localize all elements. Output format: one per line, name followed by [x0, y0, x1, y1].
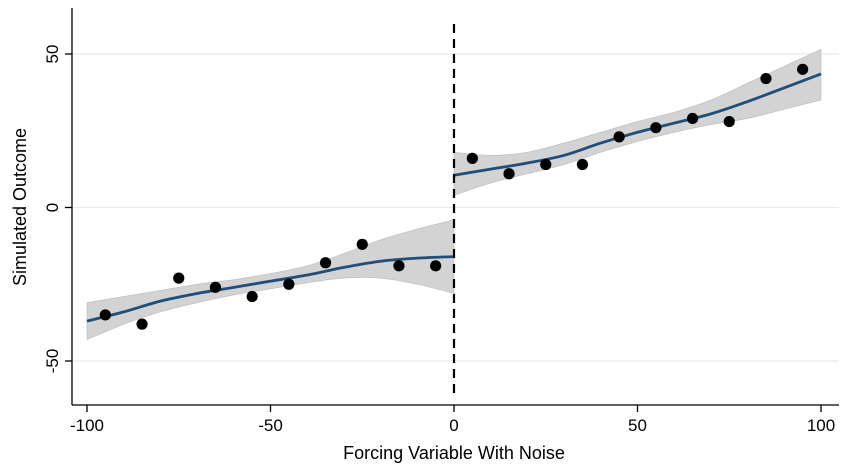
axes: -100 -50 0 50 100 -50 0 50: [43, 8, 839, 435]
data-point: [466, 152, 478, 164]
data-point: [430, 260, 442, 272]
fit-line: [86, 255, 455, 323]
x-tick-label: -50: [258, 416, 283, 435]
data-point: [723, 115, 735, 128]
y-tick-label: 50: [43, 45, 62, 64]
data-point: [540, 158, 552, 171]
y-tick-label: -50: [43, 349, 62, 374]
x-tick-label: 100: [807, 416, 835, 435]
data-point: [173, 272, 185, 284]
data-point: [356, 238, 368, 250]
data-point: [209, 281, 222, 293]
data-point: [797, 63, 809, 75]
data-point: [503, 168, 515, 180]
data-point: [99, 309, 111, 321]
fit-line: [453, 72, 822, 177]
data-point: [246, 290, 258, 303]
data-point: [760, 72, 772, 85]
fit-lines: [86, 72, 822, 323]
data-point: [650, 122, 662, 134]
y-axis-title: Simulated Outcome: [10, 128, 30, 286]
data-point: [613, 131, 625, 143]
x-tick-label: 50: [628, 416, 647, 435]
x-axis-title: Forcing Variable With Noise: [343, 443, 565, 463]
data-point: [283, 278, 295, 290]
data-point: [686, 112, 699, 125]
data-point: [393, 260, 405, 272]
x-tick-label: 0: [449, 416, 458, 435]
data-point: [319, 257, 332, 269]
data-point: [576, 158, 589, 171]
gridlines: [73, 53, 839, 362]
x-tick-label: -100: [70, 416, 104, 435]
y-tick-label: 0: [43, 203, 62, 212]
data-point: [136, 318, 148, 330]
binned-points: [99, 63, 809, 330]
